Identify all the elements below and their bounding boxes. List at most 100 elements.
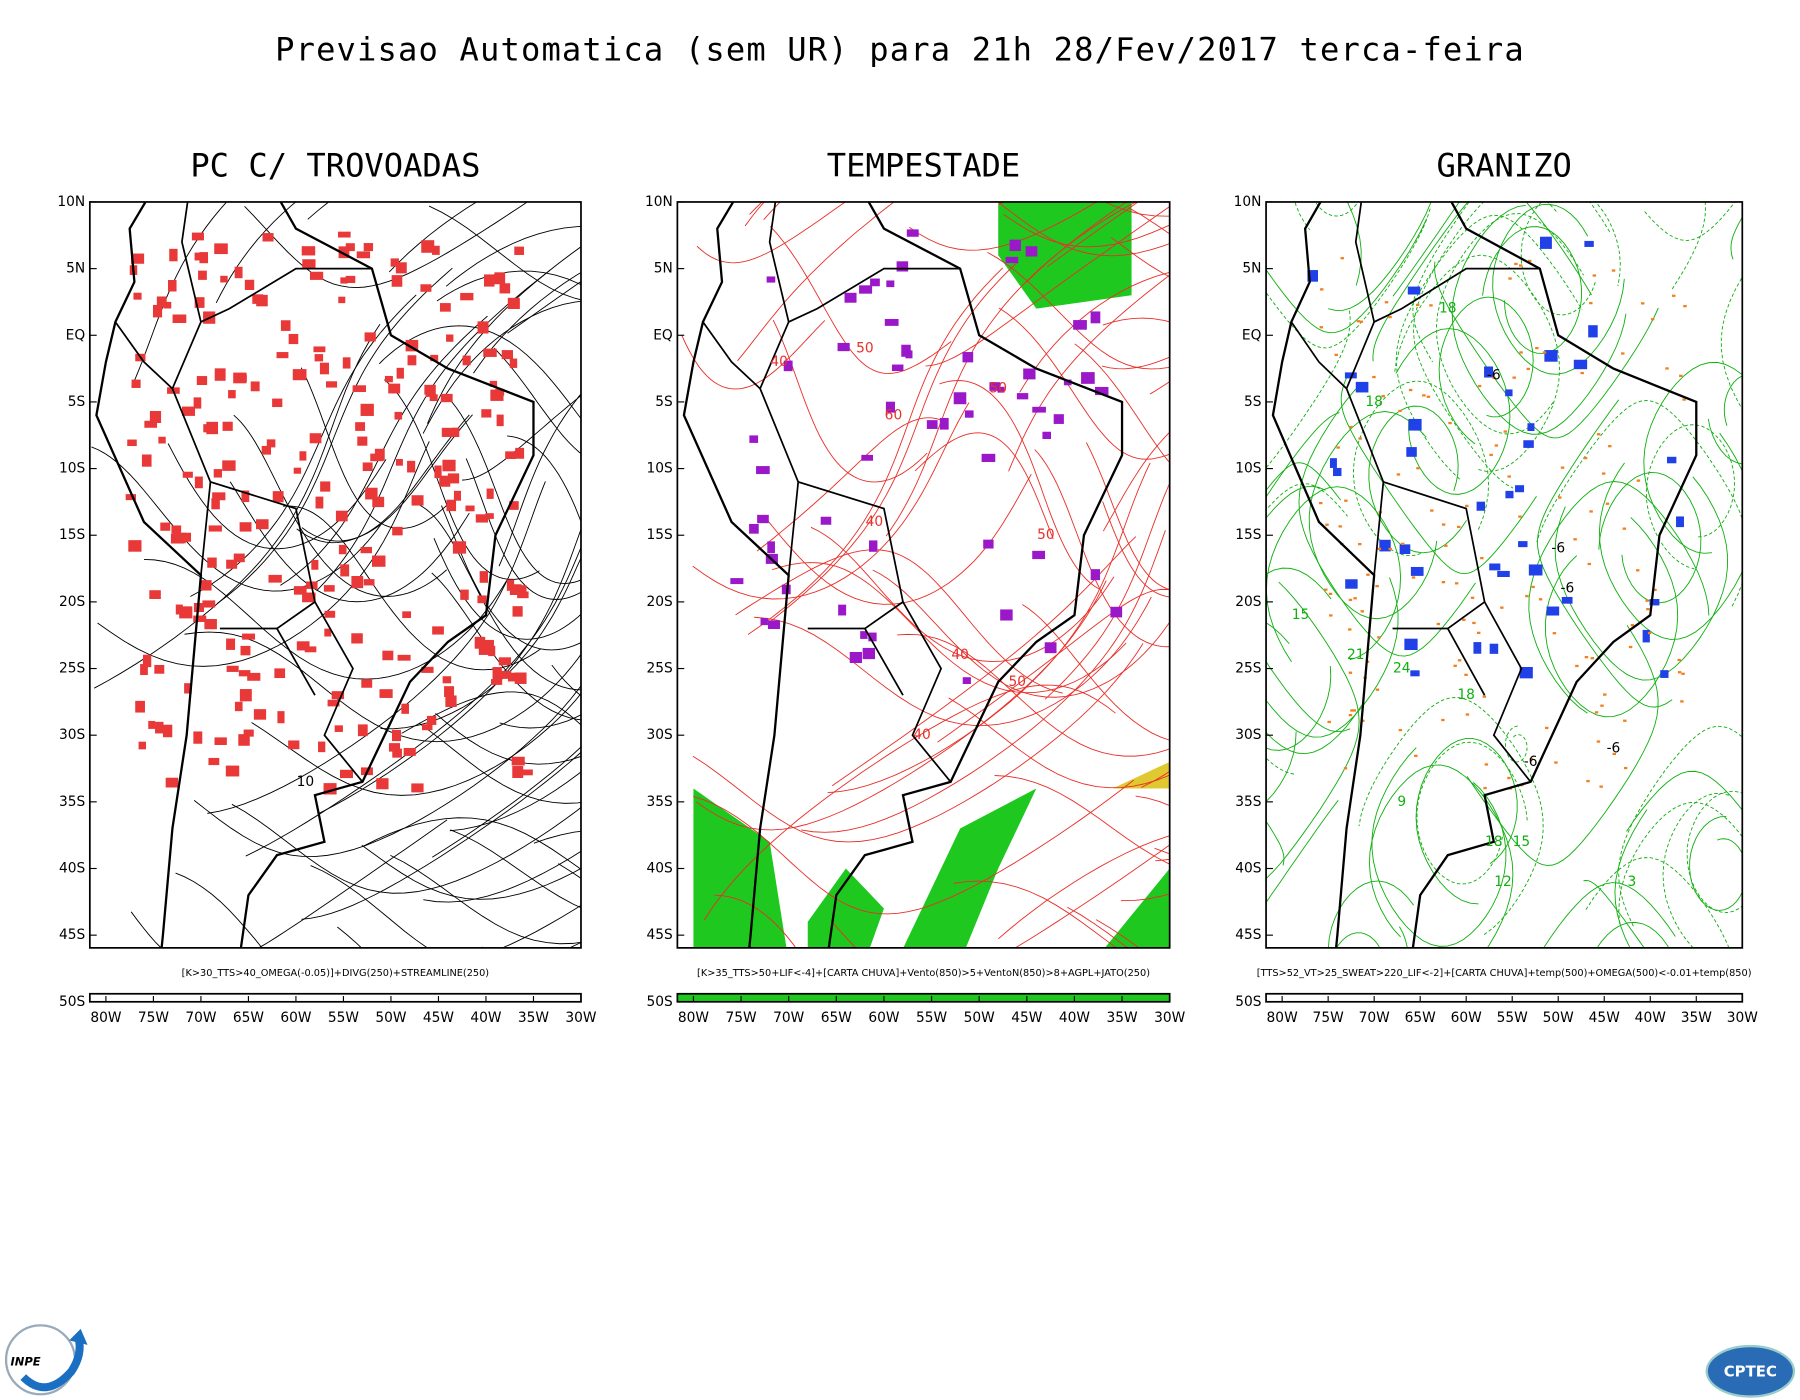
contour-line [1598,471,1702,604]
orange-cell [1441,718,1445,722]
streamline [231,803,581,894]
signal-cell [293,467,302,474]
signal-cell [213,469,223,478]
signal-cell [214,243,228,255]
signal-cell [311,559,319,570]
signal-cell [340,769,353,779]
lat-label: 5S [1244,394,1262,410]
contour-line [1266,800,1339,904]
contour-line [1266,485,1363,755]
bottom-strip [88,992,582,1003]
signal-cell [340,564,350,577]
signal-cell [515,447,525,459]
streamline [1085,442,1170,590]
orange-cell [1426,395,1431,398]
signal-cell [430,354,439,362]
orange-cell [1630,624,1635,627]
streamline [953,880,1118,948]
orange-cell [1381,394,1385,398]
streamline [378,325,581,420]
signal-cell [1073,320,1087,330]
signal-cell [483,639,494,647]
signal-cell [357,724,368,737]
coastline [1271,201,1698,948]
signal-cell [326,381,338,388]
signal-cell [239,522,252,532]
signal-cell [462,355,471,366]
orange-cell [1608,445,1612,448]
map-panel: GRANIZO 18 -6 -6 18 -6 21 15 18 -6 -6 9 15 12 3 24 18 [TT… [1234,147,1759,1026]
signal-cell [452,541,467,554]
signal-cell [222,421,233,431]
orange-cell [1472,621,1476,625]
signal-cell [1515,485,1525,493]
signal-cell [1042,431,1051,439]
streamline [1008,274,1170,472]
signal-cell [327,699,340,707]
contour-label: 60 [885,407,903,423]
signal-cell [447,473,460,484]
signal-cell [175,604,183,615]
contour-line [1336,932,1381,948]
signal-cell [421,240,435,253]
signal-cell [360,403,374,416]
orange-cell [1647,631,1652,635]
signal-cell [484,274,495,287]
streamline [419,504,581,691]
streamline [744,201,1170,227]
streamline [301,751,581,920]
lon-label: 30W [1154,1010,1186,1026]
signal-cell [407,460,416,473]
signal-cell [222,460,236,471]
signal-cell [155,721,164,734]
signal-cell [149,411,162,423]
signal-cell [160,522,171,531]
orange-cell [1596,740,1601,743]
signal-cell [206,421,219,435]
lat-label: 20S [59,594,85,610]
signal-cell [207,557,217,568]
signal-cell [783,360,793,372]
contour-line [1266,567,1332,751]
page-title: Previsao Automatica (sem UR) para 21h 28… [275,31,1525,69]
streamline [1101,356,1170,370]
lat-label: 15S [1235,527,1261,543]
streamline [998,835,1170,940]
orange-cell [1328,592,1333,596]
signal-cell [509,584,522,596]
signal-cell [379,689,393,698]
lon-label: 70W [773,1010,805,1026]
contour-line [1266,577,1399,738]
lon-label: 80W [90,1010,122,1026]
signal-cell [1023,368,1036,380]
signal-cell [989,382,1001,391]
orange-cell [1552,632,1557,635]
signal-cell [1333,467,1342,477]
streamline [756,417,941,552]
signal-cell [446,334,454,342]
orange-cell [1348,713,1353,717]
contour-line [1614,809,1648,948]
orange-cell [1334,353,1338,357]
signal-cell [485,513,494,519]
signal-cell [886,280,895,288]
signal-cell [1523,440,1534,448]
contour-line [1686,790,1743,913]
signal-cell [1489,563,1501,571]
orange-cell [1519,351,1523,354]
signal-cell [323,783,337,795]
signal-cell [1032,550,1046,560]
lon-label: 60W [1451,1010,1483,1026]
border [171,267,372,483]
signal-cell [509,501,519,510]
signal-cell [234,701,243,712]
streamline [207,481,546,814]
lon-label: 45W [1011,1010,1043,1026]
streamline [692,643,1144,843]
signal-cell [837,342,850,352]
signal-cell [514,672,527,684]
inpe-logo: INPE [4,1324,88,1396]
orange-cell [1518,264,1523,267]
panel-caption: [TTS>52_VT>25_SWEAT>220_LIF<-2]+[CARTA C… [1257,968,1752,979]
map-frame [88,201,582,949]
